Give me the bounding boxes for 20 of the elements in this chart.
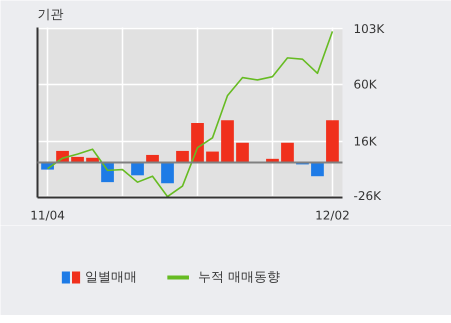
bar — [206, 152, 219, 162]
bar — [191, 123, 204, 162]
legend-label: 누적 매매동향 — [198, 270, 280, 285]
y-tick-label: 60K — [354, 78, 378, 92]
legend-label: 일별매매 — [84, 270, 137, 285]
y-tick-label: 103K — [354, 22, 386, 36]
bar — [161, 162, 174, 184]
bar — [281, 142, 294, 162]
line-series — [46, 30, 334, 198]
y-tick-label: 16K — [354, 134, 378, 149]
bar — [311, 162, 324, 176]
bar — [326, 120, 339, 162]
x-tick-label: 11/04 — [30, 208, 65, 222]
x-tick-label: 12/02 — [315, 208, 350, 222]
bar — [236, 142, 249, 162]
bar — [221, 120, 234, 162]
bar — [131, 162, 144, 176]
y-tick-label: -26K — [354, 189, 382, 204]
chart-title: 기관 — [38, 8, 64, 22]
bar — [176, 150, 189, 162]
